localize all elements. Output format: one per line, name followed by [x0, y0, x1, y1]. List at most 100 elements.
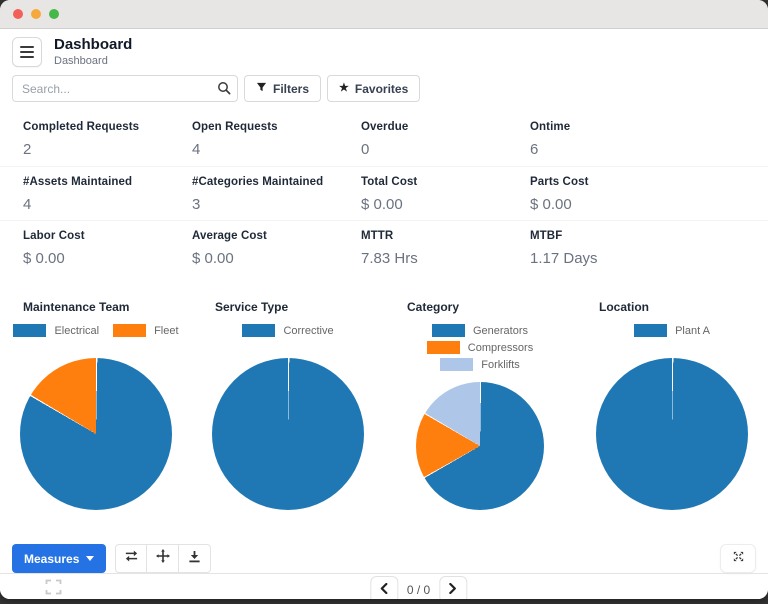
kpi-value: $ 0.00 — [361, 196, 403, 214]
breadcrumb[interactable]: Dashboard — [54, 55, 108, 68]
pie-chart[interactable] — [596, 358, 748, 511]
page-title: Dashboard — [54, 36, 133, 53]
star-icon: ★ — [339, 82, 349, 95]
app-header: Dashboard Dashboard — [0, 29, 768, 70]
arrows-out-icon — [732, 550, 745, 568]
kpi-value: $ 0.00 — [530, 196, 572, 214]
pager-value: 0 / 0 — [406, 582, 431, 597]
flip-axes-icon — [124, 549, 139, 568]
chart-category: Category Generators Compressors Forklifts — [384, 300, 576, 520]
kpi-value: 1.17 Days — [530, 250, 598, 268]
dashboard-expand-button[interactable] — [720, 544, 756, 574]
maximize-window-button[interactable] — [49, 9, 59, 19]
flip-axes-button[interactable] — [115, 544, 148, 574]
minimize-window-button[interactable] — [31, 9, 41, 19]
kpi-value: 4 — [192, 141, 201, 159]
kpi-label: Completed Requests — [23, 121, 140, 134]
chart-legend: Plant A — [576, 324, 768, 338]
pivot-icon-group — [115, 544, 212, 574]
legend-label: Corrective — [283, 324, 334, 337]
chart-legend: Electrical Fleet — [0, 324, 192, 338]
kpi-value: 2 — [23, 141, 32, 159]
legend-swatch — [426, 341, 460, 355]
legend-label: Generators — [472, 324, 529, 337]
caret-down-icon — [86, 556, 95, 562]
pie-chart[interactable] — [20, 358, 172, 511]
favorites-button[interactable]: ★ Favorites — [327, 75, 421, 103]
magnifier-icon[interactable] — [217, 81, 231, 100]
pivot-toolbar: Measures — [0, 544, 768, 574]
kpi-card: #Assets Maintained 4 — [12, 167, 181, 220]
legend-label: Forklifts — [481, 358, 520, 371]
chart-title: Maintenance Team — [23, 300, 130, 315]
chart-title: Service Type — [215, 300, 289, 315]
legend-item[interactable]: Fleet — [113, 324, 179, 338]
main-menu-button[interactable] — [12, 36, 42, 67]
chart-maintenance-team: Maintenance Team Electrical Fleet — [0, 300, 192, 520]
kpi-row: Completed Requests 2 Open Requests 4 Overdue… — [0, 112, 768, 166]
search-box — [12, 75, 238, 103]
kpi-label: Labor Cost — [23, 230, 85, 243]
filters-button[interactable]: Filters — [244, 75, 322, 103]
kpi-card: Completed Requests 2 — [12, 112, 181, 166]
kpi-row: Labor Cost $ 0.00 Average Cost $ 0.00 MTTR 7.… — [0, 220, 768, 274]
download-button[interactable] — [179, 544, 212, 574]
kpi-value: 3 — [192, 196, 201, 214]
app-content: Dashboard Dashboard — [0, 29, 768, 599]
fullscreen-corners-icon[interactable] — [45, 579, 62, 599]
search-row: Filters ★ Favorites — [0, 70, 768, 110]
legend-item[interactable]: Corrective — [242, 324, 334, 338]
hamburger-icon — [20, 50, 34, 53]
legend-item[interactable]: Electrical — [13, 324, 99, 338]
kpi-value: 4 — [23, 196, 32, 214]
chart-title: Location — [599, 300, 649, 315]
legend-item[interactable]: Generators — [431, 324, 529, 338]
kpi-label: Average Cost — [192, 230, 267, 243]
legend-swatch — [242, 324, 276, 338]
kpi-value: $ 0.00 — [23, 250, 65, 268]
kpi-label: Open Requests — [192, 121, 278, 134]
pager-next-button[interactable] — [439, 576, 468, 599]
kpi-card: MTBF 1.17 Days — [519, 221, 688, 274]
kpi-label: #Categories Maintained — [192, 176, 324, 189]
close-window-button[interactable] — [13, 9, 23, 19]
legend-label: Compressors — [467, 341, 534, 354]
legend-item[interactable]: Plant A — [634, 324, 710, 338]
legend-label: Fleet — [154, 324, 179, 337]
pie-chart[interactable] — [416, 382, 544, 511]
window-titlebar — [0, 0, 768, 29]
expand-all-icon — [155, 549, 170, 568]
pie-chart[interactable] — [212, 358, 364, 511]
expand-all-button[interactable] — [147, 544, 180, 574]
search-input[interactable] — [12, 75, 238, 103]
measures-button[interactable]: Measures — [12, 544, 107, 574]
kpi-card: Total Cost $ 0.00 — [350, 167, 519, 220]
kpi-row: #Assets Maintained 4 #Categories Maintaine… — [0, 166, 768, 220]
kpi-label: #Assets Maintained — [23, 176, 133, 189]
kpi-card: Average Cost $ 0.00 — [181, 221, 350, 274]
kpi-card: Open Requests 4 — [181, 112, 350, 166]
chart-service-type: Service Type Corrective — [192, 300, 384, 520]
kpi-card: #Categories Maintained 3 — [181, 167, 350, 220]
hamburger-icon — [20, 45, 34, 48]
legend-item[interactable]: Compressors — [426, 341, 534, 355]
kpi-grid: Completed Requests 2 Open Requests 4 Overdue… — [0, 112, 768, 274]
pager: 0 / 0 — [369, 576, 468, 599]
chart-title: Category — [407, 300, 460, 315]
kpi-card: Parts Cost $ 0.00 — [519, 167, 688, 220]
kpi-card: Ontime 6 — [519, 112, 688, 166]
kpi-card: MTTR 7.83 Hrs — [350, 221, 519, 274]
hamburger-icon — [20, 55, 34, 58]
legend-swatch — [440, 358, 474, 372]
pager-previous-button[interactable] — [369, 576, 398, 599]
kpi-value: 0 — [361, 141, 370, 159]
chart-legend: Generators Compressors Forklifts — [384, 324, 576, 372]
legend-swatch — [431, 324, 465, 338]
title-block: Dashboard Dashboard — [54, 36, 132, 67]
legend-label: Plant A — [675, 324, 710, 337]
kpi-card: Labor Cost $ 0.00 — [12, 221, 181, 274]
download-icon — [188, 550, 201, 568]
kpi-label: Parts Cost — [530, 176, 589, 189]
legend-item[interactable]: Forklifts — [440, 358, 520, 372]
